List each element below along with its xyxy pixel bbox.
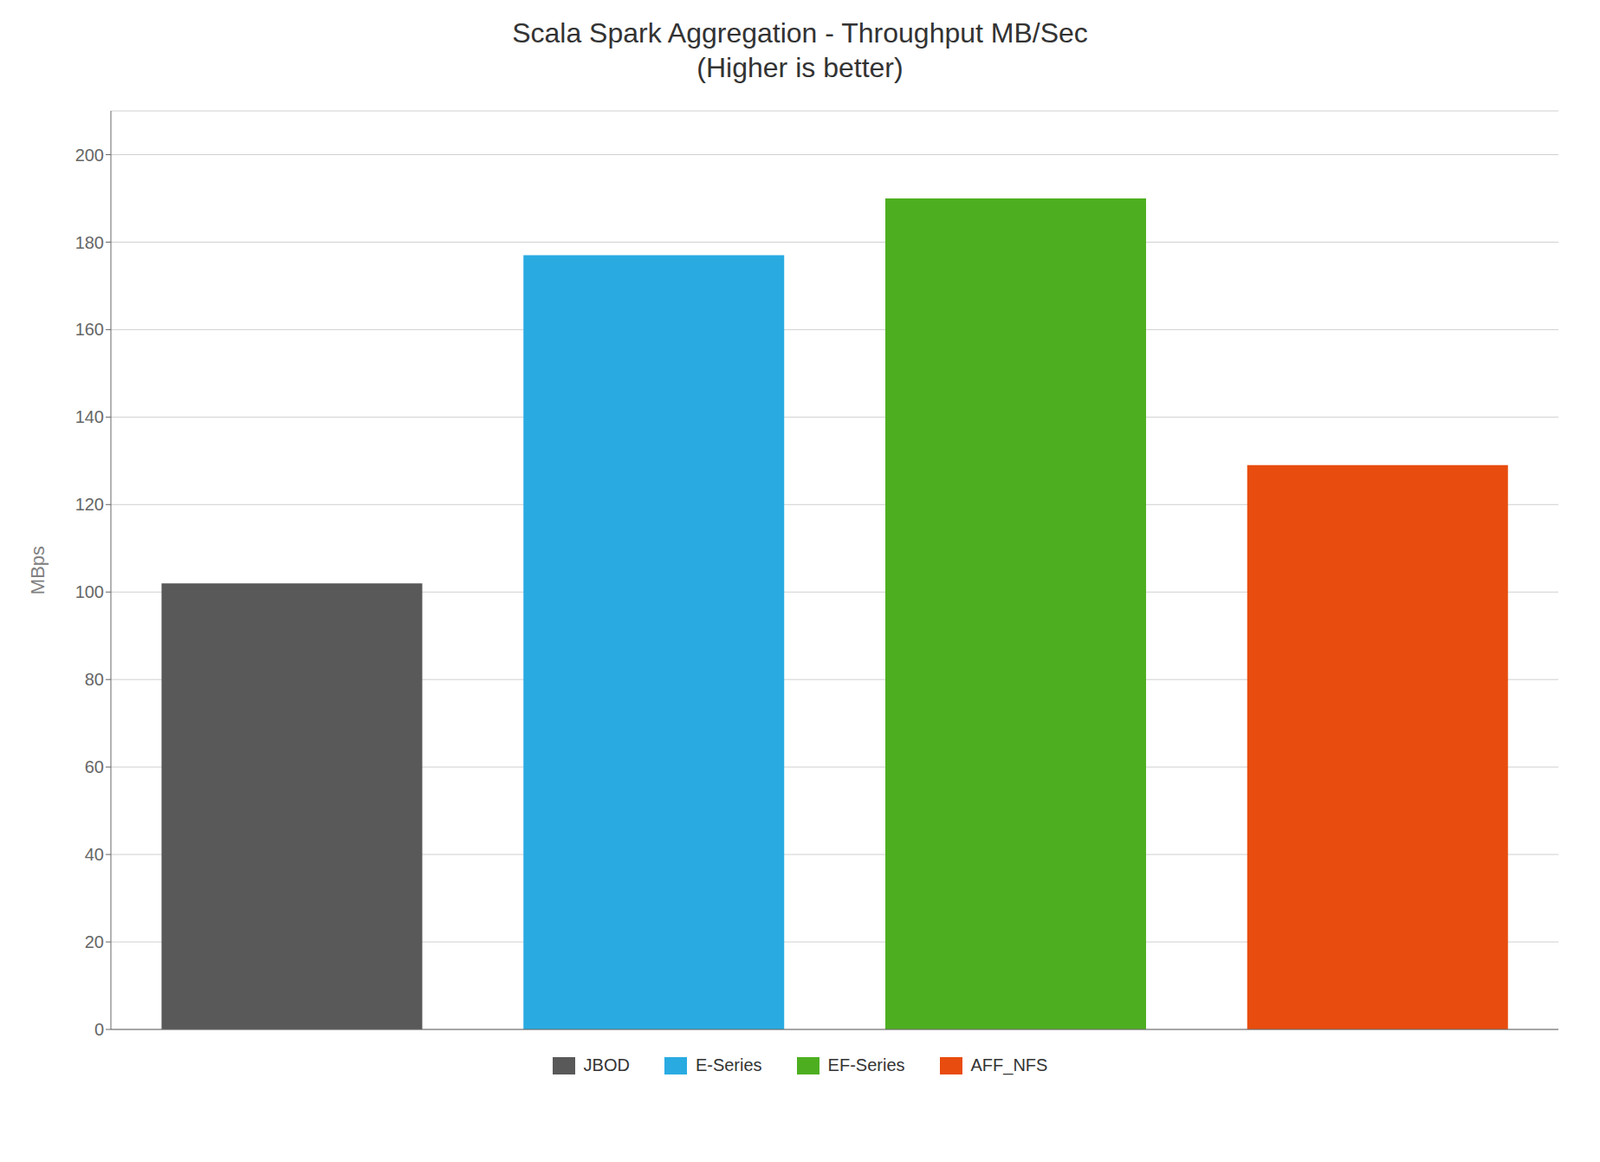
- svg-text:MBps: MBps: [26, 545, 49, 595]
- svg-text:20: 20: [84, 932, 104, 952]
- svg-text:40: 40: [84, 844, 104, 864]
- svg-text:60: 60: [84, 757, 104, 777]
- html-text:JBOD: JBOD: [583, 1055, 630, 1075]
- html-text:(Higher is better): (Higher is better): [696, 51, 904, 84]
- svg-text:100: 100: [75, 582, 104, 602]
- svg-text:180: 180: [75, 233, 104, 253]
- html-text:EF-Series: EF-Series: [827, 1055, 905, 1075]
- html-text:Scala Spark Aggregation - Thro: Scala Spark Aggregation - Throughput MB/…: [512, 17, 1088, 49]
- svg-text:160: 160: [75, 319, 104, 339]
- svg-text:200: 200: [75, 145, 104, 165]
- svg-text:120: 120: [75, 494, 104, 514]
- svg-text:0: 0: [94, 1019, 104, 1039]
- html-text:AFF_NFS: AFF_NFS: [970, 1055, 1048, 1075]
- svg-text:80: 80: [84, 669, 104, 689]
- html-text:E-Series: E-Series: [695, 1055, 762, 1075]
- svg-text:140: 140: [75, 407, 104, 427]
